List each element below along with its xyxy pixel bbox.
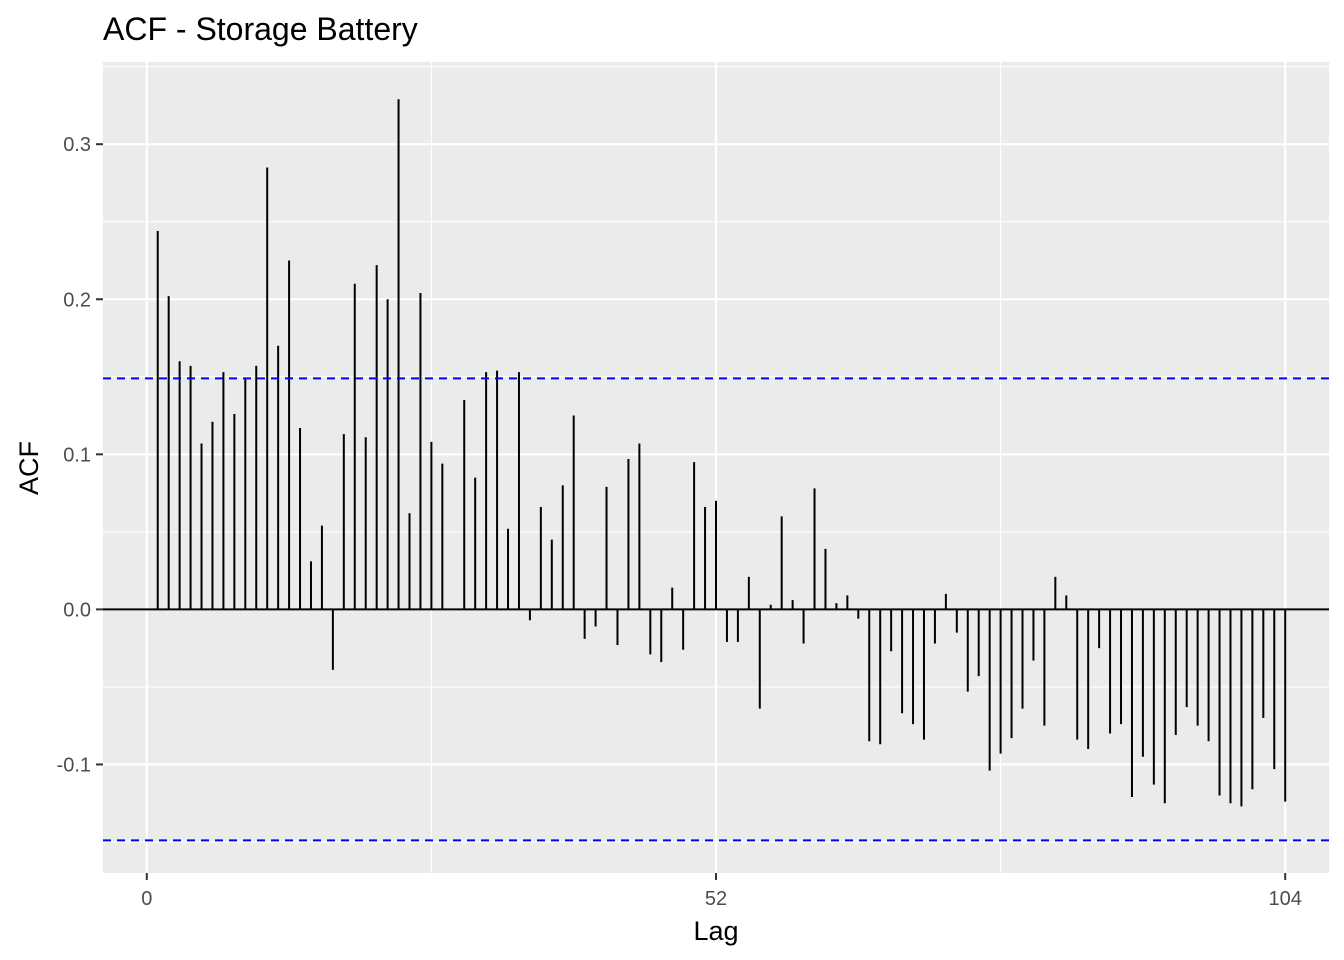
y-axis-title: ACF — [14, 441, 44, 495]
chart-title: ACF - Storage Battery — [103, 11, 418, 47]
y-tick-label: 0.3 — [63, 134, 91, 156]
y-tick-label: 0.0 — [63, 599, 91, 621]
y-tick-label: -0.1 — [57, 754, 91, 776]
x-axis-ticks: 0 52 104 — [141, 873, 1302, 910]
x-tick-label: 104 — [1269, 888, 1302, 910]
x-tick-label: 52 — [705, 888, 727, 910]
acf-bars — [156, 99, 1287, 807]
x-tick-label: 0 — [141, 888, 152, 910]
y-tick-label: 0.1 — [63, 444, 91, 466]
x-axis-title: Lag — [693, 916, 738, 946]
y-axis-ticks: -0.1 0.0 0.1 0.2 0.3 — [57, 134, 103, 776]
y-tick-label: 0.2 — [63, 289, 91, 311]
